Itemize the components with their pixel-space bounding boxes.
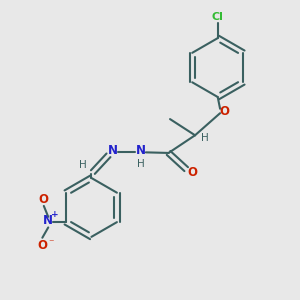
Text: H: H xyxy=(201,133,208,142)
Text: O: O xyxy=(220,105,230,118)
Text: N: N xyxy=(108,144,118,158)
Text: Cl: Cl xyxy=(212,12,224,22)
Text: O: O xyxy=(187,166,197,179)
Text: ⁻: ⁻ xyxy=(48,238,53,249)
Text: N: N xyxy=(136,144,146,158)
Text: H: H xyxy=(137,158,145,169)
Text: N: N xyxy=(43,214,53,227)
Text: +: + xyxy=(51,210,59,219)
Text: O: O xyxy=(39,193,49,206)
Text: H: H xyxy=(79,160,86,170)
Text: O: O xyxy=(38,239,47,252)
